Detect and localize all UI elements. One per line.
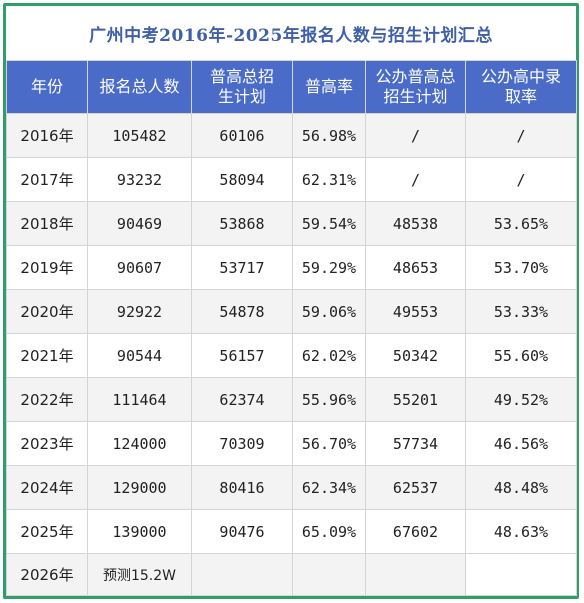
cell-year: 2025年 (6, 509, 88, 554)
cell-general-rate: 56.70% (292, 421, 366, 466)
cell-year: 2017年 (6, 157, 88, 202)
cell-general-rate: 59.54% (292, 201, 366, 246)
cell-year: 2018年 (6, 201, 88, 246)
cell-applicants: 93232 (87, 157, 192, 202)
cell-general-rate: 62.31% (292, 157, 366, 202)
cell-public-rate: 48.48% (465, 465, 577, 510)
cell-general-plan: 53868 (191, 201, 293, 246)
cell-general-rate: 59.29% (292, 245, 366, 290)
cell-public-rate: / (465, 113, 577, 158)
table-row: 2020年 92922 54878 59.06% 49553 53.33% (6, 289, 577, 334)
table-row-forecast: 2026年 预测15.2W (6, 553, 577, 596)
header-public-plan: 公办普高总招生计划 (365, 60, 466, 114)
table-row: 2019年 90607 53717 59.29% 48653 53.70% (6, 245, 577, 290)
header-year: 年份 (6, 60, 88, 114)
cell-general-plan: 80416 (191, 465, 293, 510)
cell-public-plan: / (365, 157, 466, 202)
cell-year: 2024年 (6, 465, 88, 510)
cell-public-rate: 49.52% (465, 377, 577, 422)
cell-public-rate: 53.33% (465, 289, 577, 334)
cell-public-rate: 48.63% (465, 509, 577, 554)
cell-public-rate: 53.70% (465, 245, 577, 290)
cell-general-rate: 55.96% (292, 377, 366, 422)
cell-applicants: 90607 (87, 245, 192, 290)
header-row: 年份 报名总人数 普高总招生计划 普高率 公办普高总招生计划 公办高中录取率 (6, 60, 577, 114)
cell-applicants: 90469 (87, 201, 192, 246)
header-general-plan: 普高总招生计划 (191, 60, 293, 114)
cell-year: 2020年 (6, 289, 88, 334)
cell-public-rate: / (465, 157, 577, 202)
cell-general-plan: 90476 (191, 509, 293, 554)
header-general-rate: 普高率 (292, 60, 366, 114)
cell-public-plan: 62537 (365, 465, 466, 510)
cell-applicants: 90544 (87, 333, 192, 378)
table-row: 2022年 111464 62374 55.96% 55201 49.52% (6, 377, 577, 422)
cell-general-plan: 70309 (191, 421, 293, 466)
table-row: 2021年 90544 56157 62.02% 50342 55.60% (6, 333, 577, 378)
table-row: 2023年 124000 70309 56.70% 57734 46.56% (6, 421, 577, 466)
cell-general-plan: 53717 (191, 245, 293, 290)
cell-applicants: 111464 (87, 377, 192, 422)
cell-applicants: 92922 (87, 289, 192, 334)
table-frame: 广州中考2016年-2025年报名人数与招生计划汇总 年份 报名总人数 普高总招… (3, 3, 579, 599)
cell-year: 2016年 (6, 113, 88, 158)
cell-public-plan: 49553 (365, 289, 466, 334)
cell-empty (191, 553, 293, 596)
table-row: 2024年 129000 80416 62.34% 62537 48.48% (6, 465, 577, 510)
cell-general-rate: 62.02% (292, 333, 366, 378)
cell-public-rate: 46.56% (465, 421, 577, 466)
cell-public-plan: 50342 (365, 333, 466, 378)
table-row: 2018年 90469 53868 59.54% 48538 53.65% (6, 201, 577, 246)
cell-general-plan: 62374 (191, 377, 293, 422)
cell-empty (365, 553, 466, 596)
cell-year: 2023年 (6, 421, 88, 466)
cell-applicants: 129000 (87, 465, 192, 510)
cell-general-plan: 60106 (191, 113, 293, 158)
header-public-rate: 公办高中录取率 (465, 60, 577, 114)
cell-general-plan: 56157 (191, 333, 293, 378)
table-row: 2025年 139000 90476 65.09% 67602 48.63% (6, 509, 577, 554)
table-title: 广州中考2016年-2025年报名人数与招生计划汇总 (89, 25, 493, 46)
cell-public-rate: 53.65% (465, 201, 577, 246)
cell-public-plan: / (365, 113, 466, 158)
cell-applicants: 124000 (87, 421, 192, 466)
cell-public-plan: 48538 (365, 201, 466, 246)
cell-empty (292, 553, 366, 596)
table-row: 2016年 105482 60106 56.98% / / (6, 113, 577, 158)
cell-public-plan: 57734 (365, 421, 466, 466)
cell-public-plan: 48653 (365, 245, 466, 290)
cell-general-rate: 65.09% (292, 509, 366, 554)
cell-general-plan: 54878 (191, 289, 293, 334)
cell-applicants-forecast: 预测15.2W (87, 553, 192, 596)
cell-year: 2019年 (6, 245, 88, 290)
table-row: 2017年 93232 58094 62.31% / / (6, 157, 577, 202)
cell-applicants: 105482 (87, 113, 192, 158)
cell-year: 2022年 (6, 377, 88, 422)
cell-empty (465, 553, 577, 596)
header-applicants: 报名总人数 (87, 60, 192, 114)
cell-general-rate: 56.98% (292, 113, 366, 158)
cell-public-plan: 67602 (365, 509, 466, 554)
cell-public-rate: 55.60% (465, 333, 577, 378)
cell-applicants: 139000 (87, 509, 192, 554)
cell-public-plan: 55201 (365, 377, 466, 422)
cell-year: 2026年 (6, 553, 88, 596)
cell-general-rate: 62.34% (292, 465, 366, 510)
cell-general-plan: 58094 (191, 157, 293, 202)
cell-general-rate: 59.06% (292, 289, 366, 334)
enrollment-table: 年份 报名总人数 普高总招生计划 普高率 公办普高总招生计划 公办高中录取率 2… (6, 60, 577, 596)
cell-year: 2021年 (6, 333, 88, 378)
